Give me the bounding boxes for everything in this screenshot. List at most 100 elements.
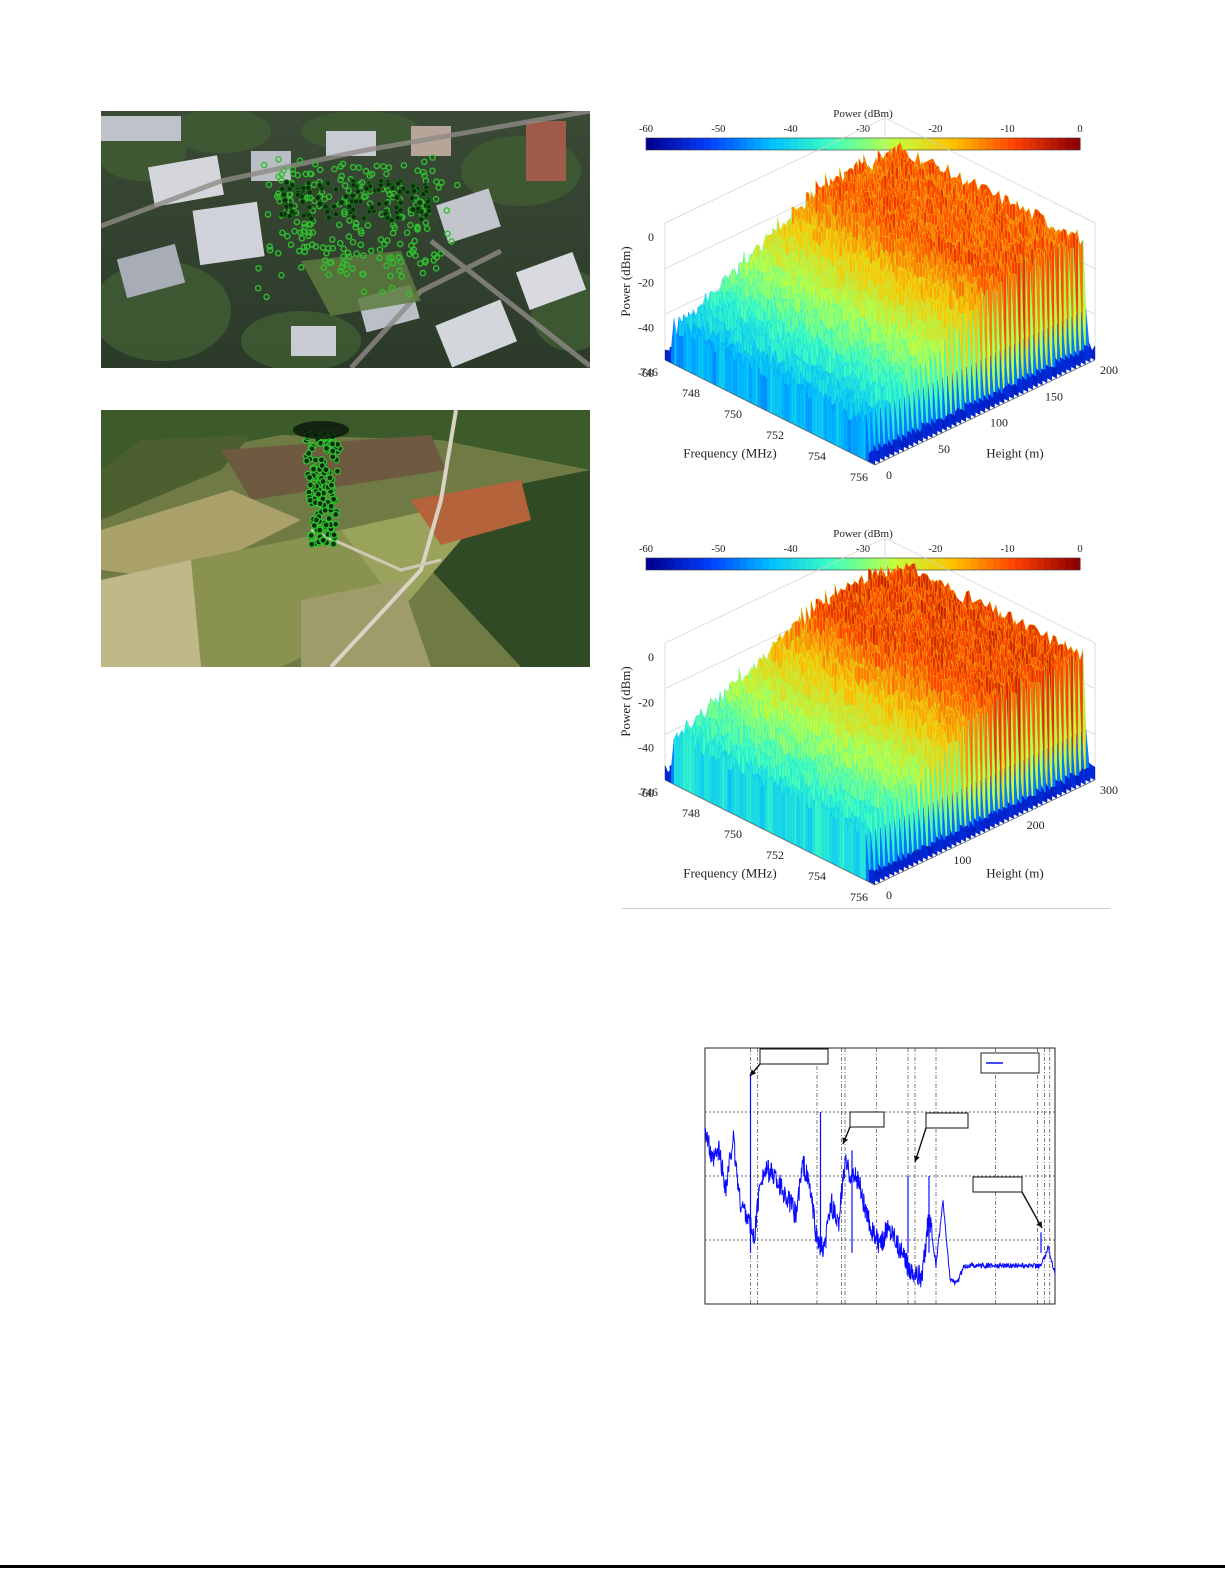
drone-marker [342, 193, 349, 200]
drone-marker [383, 262, 390, 269]
drone-marker [394, 180, 402, 187]
power-surface [664, 141, 1096, 466]
height-tick-label: 0 [886, 468, 892, 482]
drone-marker [400, 185, 407, 192]
frequency-axis-label: Frequency (MHz) [683, 446, 777, 461]
drone-marker [412, 252, 419, 259]
z-tick-label: -20 [638, 695, 654, 709]
drone-marker [280, 191, 287, 198]
frequency-axis: 746 748 750 752 754 756 Frequency (MHz) [640, 359, 876, 484]
drone-marker [393, 194, 400, 201]
drone-marker [381, 240, 388, 248]
drone-marker [322, 203, 329, 210]
drone-marker [432, 195, 440, 203]
drone-marker [303, 243, 311, 250]
drone-marker [352, 223, 359, 231]
drone-marker [385, 181, 392, 188]
drone-marker [429, 154, 436, 161]
drone-marker [309, 465, 318, 473]
colorbar: Power (dBm) -60 -50 -40 -30 -20 -10 0 [639, 528, 1083, 571]
drone-marker [420, 168, 427, 176]
drone-marker [291, 227, 298, 235]
drone-marker [345, 233, 353, 240]
drone-marker [328, 236, 336, 243]
drone-marker [324, 180, 332, 187]
drone-marker [331, 165, 338, 173]
drone-marker [319, 536, 327, 545]
drone-marker [306, 203, 313, 211]
power-vs-frequency-line-chart [690, 1040, 1070, 1320]
drone-marker [303, 457, 311, 465]
drone-marker [433, 253, 440, 261]
annotation-arrowhead [913, 1155, 920, 1162]
drone-marker [316, 499, 324, 508]
drone-marker [274, 249, 282, 257]
drone-marker [416, 199, 423, 206]
page-bottom-rule [0, 1565, 1225, 1568]
drone-marker [286, 185, 293, 193]
drone-marker [337, 267, 344, 275]
drone-marker [378, 288, 386, 296]
drone-marker [327, 502, 335, 510]
drone-marker [254, 284, 262, 292]
frequency-axis-label: Frequency (MHz) [683, 866, 777, 881]
drone-marker [300, 212, 308, 219]
drone-marker [357, 241, 365, 249]
drone-marker [423, 212, 430, 219]
drone-marker [293, 218, 301, 226]
drone-marker [376, 200, 383, 208]
drone-marker [297, 229, 304, 236]
drone-marker [422, 258, 429, 266]
drone-marker [414, 167, 421, 174]
colorbar-tick-label: -20 [928, 544, 942, 555]
drone-marker [362, 167, 370, 175]
drone-marker [364, 222, 372, 229]
drone-marker [423, 184, 430, 191]
annotation-box [849, 1111, 885, 1128]
drone-marker [266, 246, 274, 254]
drone-marker [418, 216, 425, 223]
drone-marker [275, 156, 282, 163]
drone-marker [322, 444, 331, 452]
drone-marker [389, 221, 397, 229]
drone-marker [343, 261, 351, 268]
drone-marker [316, 526, 324, 534]
drone-marker [305, 449, 313, 458]
height-tick-label: 200 [1100, 363, 1118, 377]
drone-marker [394, 214, 401, 221]
drone-marker [327, 481, 336, 489]
z-tick-label: -40 [638, 741, 654, 755]
frequency-tick-label: 746 [640, 365, 658, 379]
height-axis-label: Height (m) [986, 446, 1043, 461]
colorbar-title: Power (dBm) [833, 108, 893, 120]
drone-marker [329, 453, 337, 461]
drone-marker [320, 264, 327, 271]
drone-marker [341, 210, 348, 218]
drone-marker [383, 170, 390, 178]
drone-marker [357, 227, 365, 235]
drone-marker [338, 172, 345, 180]
colorbar-tick-label: -60 [639, 544, 653, 555]
drone-marker [337, 176, 344, 184]
drone-marker [322, 466, 330, 474]
z-axis-label: Power (dBm) [618, 246, 633, 316]
drone-marker [316, 182, 323, 189]
drone-marker [360, 288, 368, 296]
drone-marker [405, 290, 413, 298]
drone-marker [316, 166, 324, 174]
drone-column-markers [293, 421, 349, 548]
drone-marker [294, 171, 301, 179]
drone-marker [368, 170, 376, 178]
drone-marker [411, 237, 418, 245]
drone-marker [373, 162, 381, 170]
colorbar-tick-label: -10 [1001, 544, 1015, 555]
drone-marker [411, 187, 418, 195]
frequency-tick-label: 752 [766, 428, 784, 442]
drone-marker [308, 241, 316, 248]
drone-marker [386, 190, 393, 198]
drone-marker [283, 232, 291, 240]
drone-marker [425, 198, 432, 205]
drone-marker-cluster-top [293, 421, 349, 439]
frequency-tick-label: 756 [850, 470, 868, 484]
annotation-box [972, 1176, 1023, 1193]
